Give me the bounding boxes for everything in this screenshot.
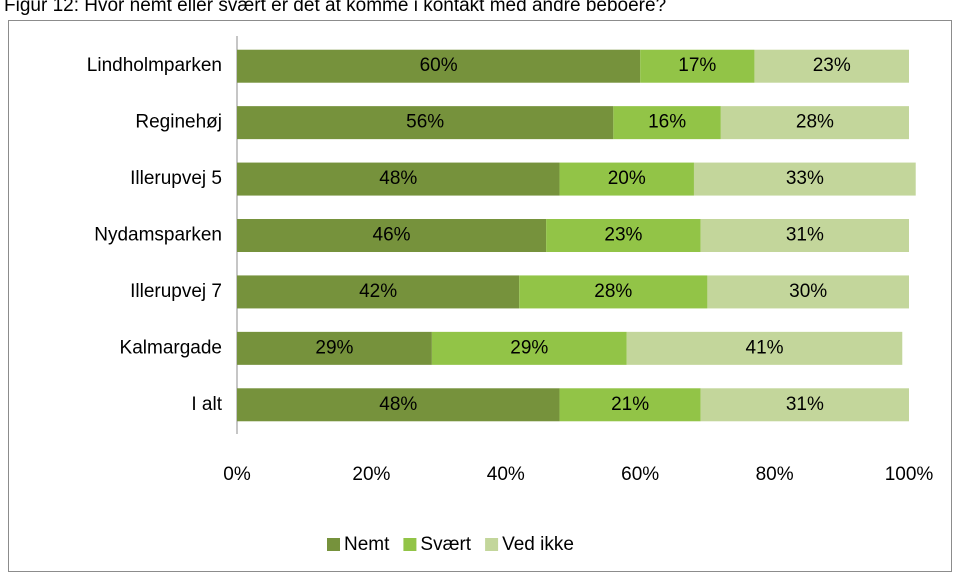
x-tick-label: 40% [487,464,525,485]
data-label: 30% [789,281,827,302]
data-label: 31% [786,225,824,246]
bar-segment [707,275,909,309]
x-tick-label: 100% [885,464,934,485]
data-label: 23% [813,55,851,76]
data-label: 31% [786,394,824,415]
y-tick-label: Illerupvej 7 [130,281,222,302]
data-label: 28% [796,112,834,133]
bar-segment [546,219,701,252]
bar-segment [693,162,916,196]
bar-segment [237,219,547,252]
y-tick-label: I alt [191,394,222,415]
x-tick-label: 0% [223,464,251,485]
legend-label: Nemt [344,534,390,555]
data-label: 16% [648,112,686,133]
bar-segment [754,49,909,83]
bar-segment [700,219,909,252]
bar-segment [237,388,560,422]
y-tick-label: Kalmargade [120,337,222,358]
data-label: 29% [510,337,548,358]
chart-title: Figur 12: Hvor nemt eller svært er det a… [4,0,666,16]
bar-segment [431,331,627,365]
data-label: 33% [786,168,824,189]
x-tick-label: 20% [352,464,390,485]
data-label: 41% [746,337,784,358]
bar-segment [237,162,560,196]
data-label: 48% [379,168,417,189]
data-label: 23% [604,225,642,246]
bar-segment [519,275,708,309]
data-label: 48% [379,394,417,415]
x-tick-label: 80% [756,464,794,485]
bar-segment [237,275,520,309]
y-tick-label: Illerupvej 5 [130,168,222,189]
bar-segment [720,106,909,140]
legend-label: Ved ikke [502,534,574,555]
data-label: 60% [420,55,458,76]
data-label: 29% [315,337,353,358]
bar-segment [559,162,694,196]
bar-segment [626,331,903,365]
data-label: 46% [373,225,411,246]
y-tick-label: Reginehøj [135,112,222,133]
legend-label: Svært [420,534,471,555]
bar-segment [640,49,755,83]
bar-segment [237,106,614,140]
legend-swatch [403,538,417,551]
bar-segment [237,49,641,83]
bar-segment [700,388,909,422]
y-tick-label: Lindholmparken [87,55,222,76]
data-label: 56% [406,112,444,133]
legend-swatch [327,538,340,551]
y-tick-label: Nydamsparken [94,225,222,246]
data-label: 17% [678,55,716,76]
legend-swatch [485,538,499,551]
data-label: 20% [608,168,646,189]
x-tick-label: 60% [621,464,659,485]
data-label: 42% [359,281,397,302]
bar-segment [613,106,721,140]
bar-segment [559,388,701,422]
bar-segment [237,331,432,365]
data-label: 21% [611,394,649,415]
data-label: 28% [594,281,632,302]
